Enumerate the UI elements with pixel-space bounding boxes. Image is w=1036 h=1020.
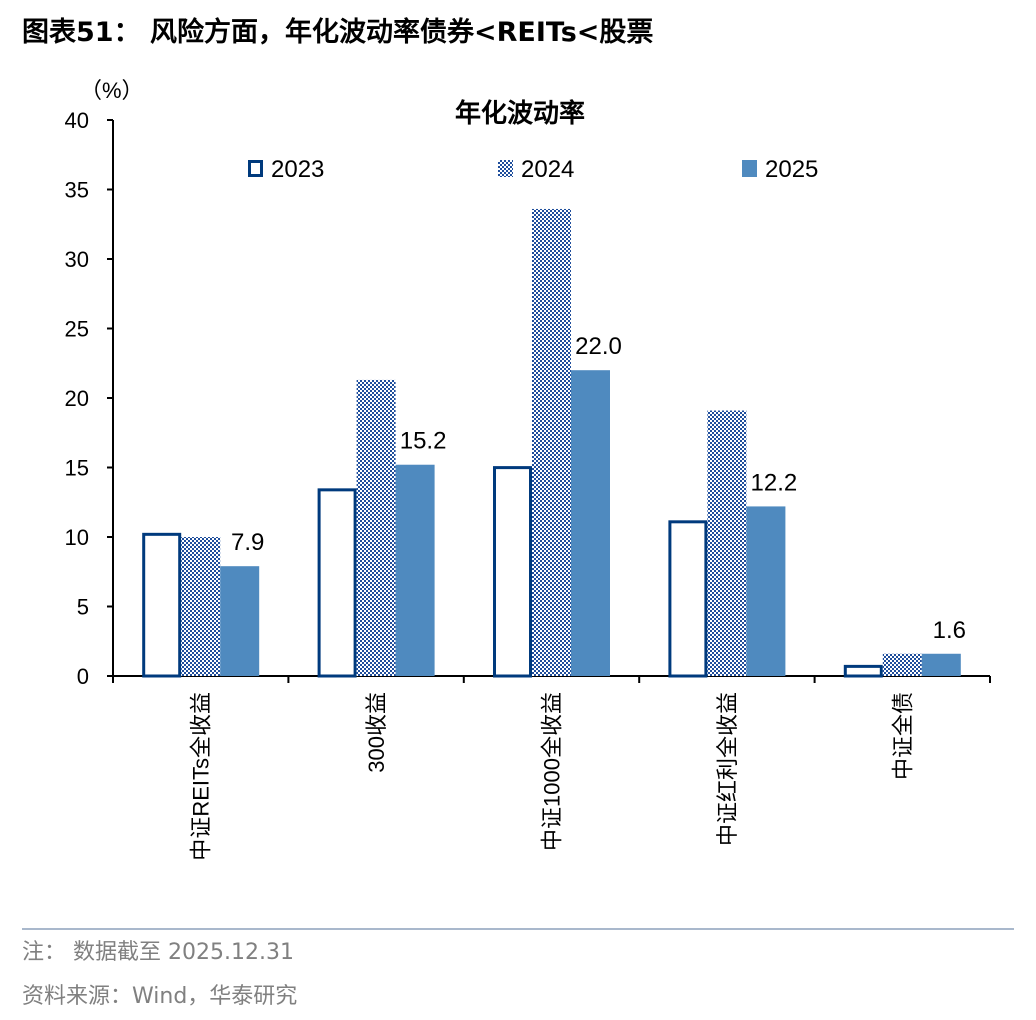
y-tick-label: 30: [65, 247, 89, 272]
y-tick-label: 35: [65, 178, 89, 203]
x-tick-label: 300收益: [364, 692, 389, 773]
y-tick-label: 25: [65, 317, 89, 342]
bar-2023: [317, 488, 357, 678]
bar-2024: [532, 208, 571, 676]
footer-divider: [22, 928, 1014, 930]
source-text: 资料来源：Wind，华泰研究: [22, 984, 298, 1009]
legend-swatch-2024: [498, 160, 513, 177]
bar-2024: [181, 537, 221, 676]
bar-2024: [707, 410, 747, 676]
x-tick-label: 中证全债: [890, 692, 915, 780]
y-tick-label: 10: [65, 525, 89, 550]
data-label: 7.9: [231, 529, 264, 556]
bar-2025: [395, 464, 435, 676]
bar-2025: [921, 653, 961, 676]
bar-2024: [882, 653, 922, 676]
legend-label: 2023: [271, 156, 324, 183]
legend-swatch-2025: [742, 160, 757, 177]
chart-title: 年化波动率: [455, 98, 585, 128]
bar-2025: [220, 566, 260, 676]
x-tick-label: 中证REITs全收益: [189, 692, 214, 861]
bar-2025: [746, 506, 786, 676]
bar-2023: [843, 664, 883, 678]
legend-label: 2024: [521, 156, 574, 183]
y-tick-label: 15: [65, 456, 89, 481]
bar-2023: [142, 532, 182, 678]
bar-2024: [356, 379, 396, 676]
legend-label: 2025: [765, 156, 818, 183]
legend-swatch-2023: [248, 160, 263, 177]
y-axis-unit: （%）: [80, 78, 144, 103]
data-label: 12.2: [751, 469, 798, 496]
volatility-bar-chart: （%） 年化波动率 0510152025303540中证REITs全收益7.93…: [65, 78, 991, 861]
x-tick-label: 中证1000全收益: [540, 692, 565, 851]
y-tick-label: 0: [77, 664, 89, 689]
bar-2023: [668, 520, 708, 678]
x-tick-label: 中证红利全收益: [715, 692, 740, 846]
y-tick-label: 40: [65, 108, 89, 133]
data-label: 1.6: [933, 617, 966, 644]
data-label: 22.0: [575, 333, 622, 360]
figure-title: 图表51： 风险方面，年化波动率债券<REITs<股票: [22, 17, 654, 48]
note-text: 注： 数据截至 2025.12.31: [22, 940, 294, 965]
bar-2025: [571, 370, 610, 676]
y-tick-label: 20: [65, 386, 89, 411]
y-tick-label: 5: [77, 595, 89, 620]
bar-2023: [493, 466, 532, 678]
data-label: 15.2: [400, 428, 447, 455]
